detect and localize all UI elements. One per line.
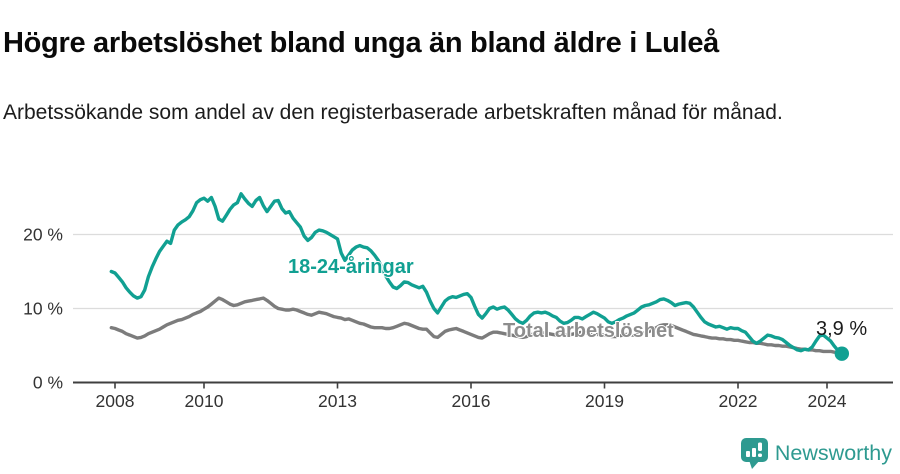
x-tick-label: 2022 [719, 391, 758, 411]
chart-subtitle: Arbetssökande som andel av den registerb… [3, 101, 783, 124]
x-tick-label: 2019 [585, 391, 624, 411]
series-line [109, 192, 844, 356]
end-value-annotation: 3,9 % [816, 318, 868, 340]
newsworthy-wordmark: Newsworthy [774, 441, 892, 465]
x-tick-label: 2008 [96, 391, 135, 411]
y-tick-label: 10 % [23, 299, 63, 319]
x-tick-label: 2010 [185, 391, 224, 411]
x-tick-label: 2016 [452, 391, 491, 411]
end-point-marker [834, 346, 850, 361]
newsworthy-logo[interactable]: Newsworthy [740, 438, 892, 469]
y-tick-label: 0 % [33, 373, 63, 393]
x-tick-label: 2024 [808, 391, 847, 411]
x-tick-label: 2013 [318, 391, 357, 411]
series-line [109, 296, 844, 354]
chart-title: Högre arbetslöshet bland unga än bland ä… [3, 27, 719, 60]
newsworthy-icon [740, 438, 768, 469]
series-label-total: Total arbetslöshet [503, 320, 674, 342]
y-tick-label: 20 % [23, 225, 63, 245]
series-label-youth: 18-24-åringar [288, 256, 414, 278]
